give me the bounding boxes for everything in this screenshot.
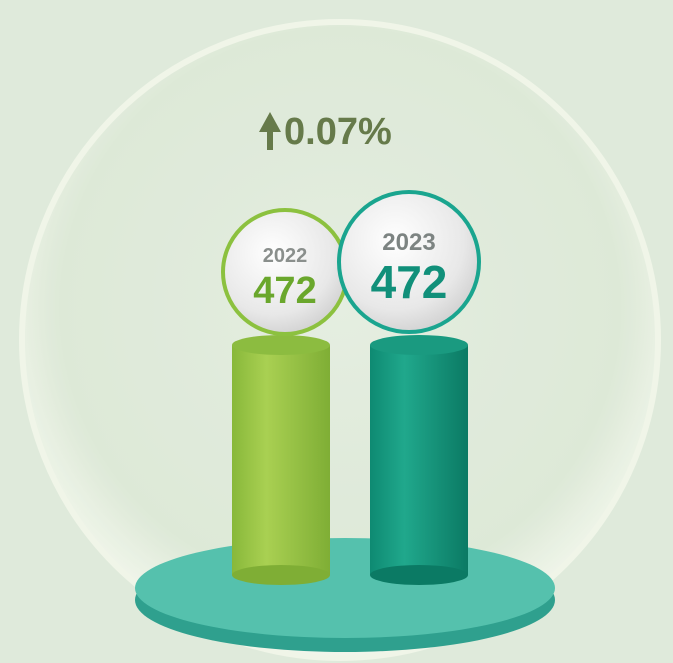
platform [135,538,555,638]
value-label: 472 [253,270,316,312]
year-label: 2022 [263,245,308,267]
cylinder-base [232,565,330,585]
infographic: 2022 472 2023 472 0.07% [0,0,673,663]
year-label: 2023 [382,229,435,256]
change-label: 0.07% [284,111,392,153]
cylinder-2022 [232,345,330,575]
cylinder-2023 [370,345,468,575]
cylinder-top [232,335,330,355]
cylinder-top [370,335,468,355]
page: 2022 472 2023 472 0.07% (() => { const d… [0,0,673,663]
cylinder-base [370,565,468,585]
value-label: 472 [371,256,448,308]
